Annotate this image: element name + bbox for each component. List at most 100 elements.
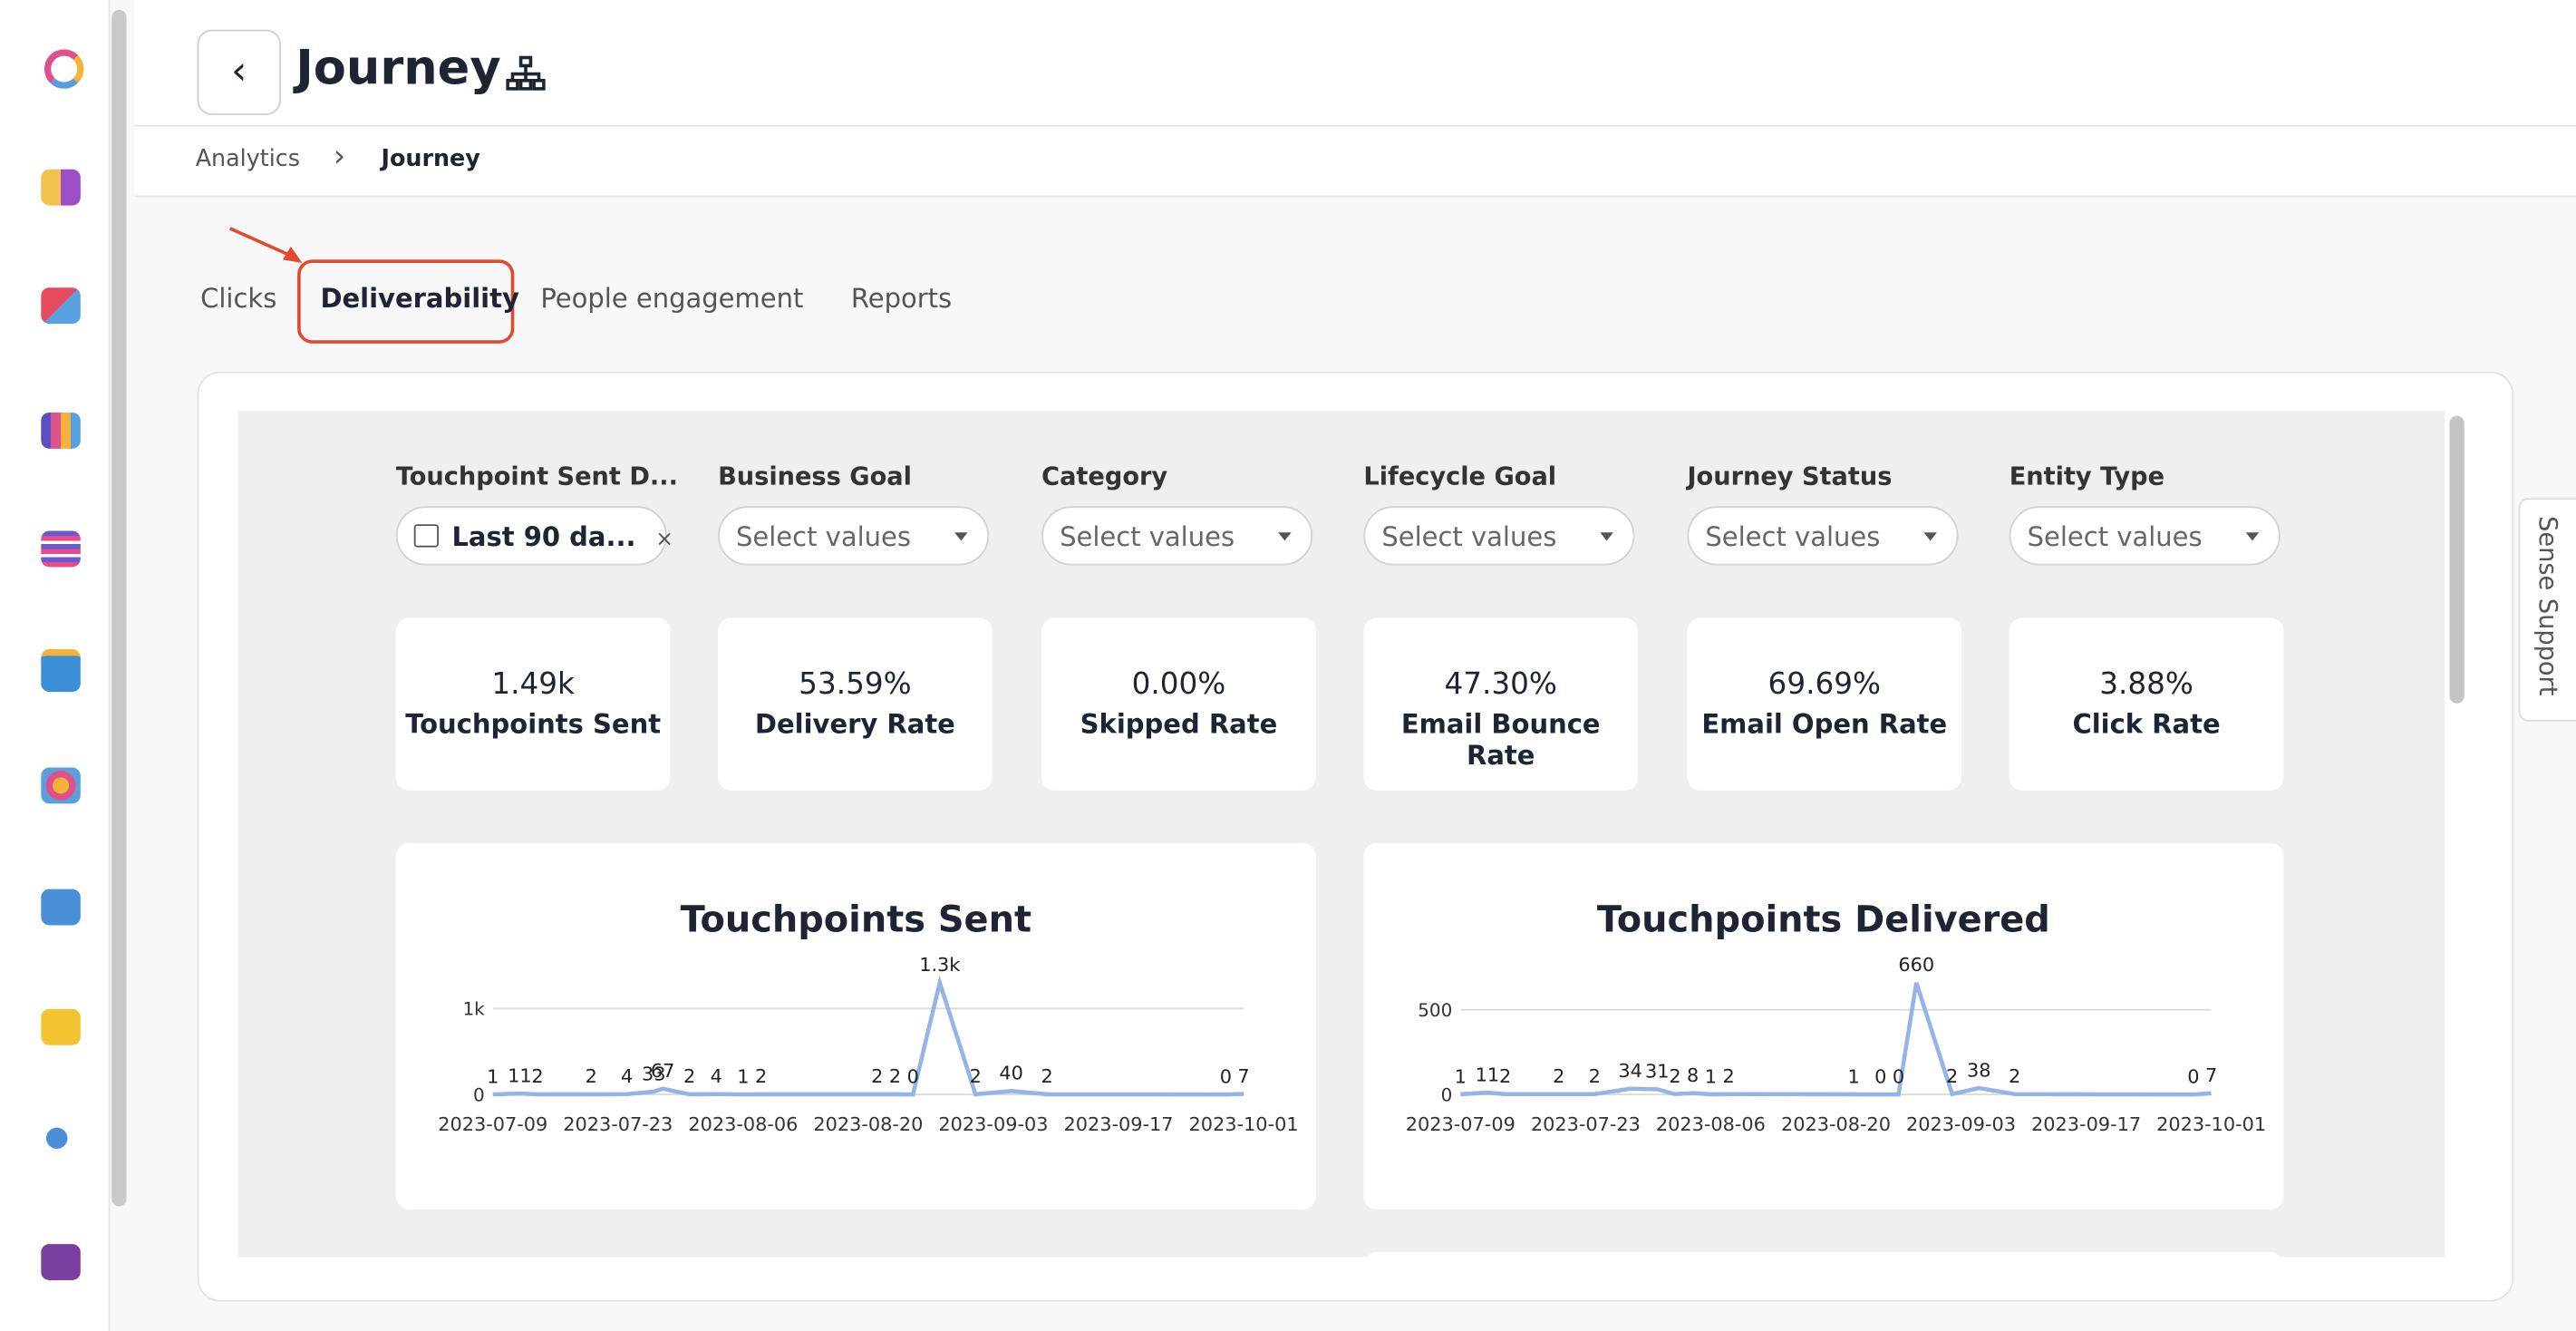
filter-placeholder: Select values: [1381, 520, 1557, 552]
nav-analytics[interactable]: [41, 412, 81, 449]
data-label: 660: [1898, 954, 1934, 976]
nav-dashboard[interactable]: [41, 169, 81, 206]
filter-label: Category: [1041, 461, 1168, 491]
x-tick-label: 2023-08-20: [1781, 1113, 1891, 1135]
clear-icon[interactable]: ×: [655, 527, 674, 552]
tab[interactable]: Clicks: [200, 282, 277, 315]
filter-placeholder: Select values: [1705, 520, 1881, 552]
dropdown-caret: [1278, 532, 1292, 547]
x-tick-label: 2023-09-17: [1063, 1113, 1173, 1135]
kpi-card: 3.88% Click Rate: [2009, 617, 2284, 791]
filter-label: Business Goal: [718, 461, 912, 491]
chart-title: Touchpoints Sent: [681, 899, 1031, 941]
breadcrumb-link[interactable]: Analytics: [195, 146, 300, 173]
filter-select[interactable]: Select values: [718, 506, 990, 566]
data-label: 2: [1499, 1065, 1511, 1087]
kpi-value: 3.88%: [2099, 666, 2193, 702]
nav-users[interactable]: [41, 1127, 81, 1164]
tab[interactable]: People engagement: [540, 282, 804, 315]
data-label: 2: [1589, 1065, 1601, 1087]
chart: Touchpoints Sent 0 1k 2023-07-09 2023-07-23 2…: [438, 899, 1298, 1135]
filter-select[interactable]: Select values: [1041, 506, 1313, 566]
filter-select[interactable]: Select values: [1687, 506, 1959, 566]
data-label: 4: [621, 1065, 633, 1087]
series-line: [492, 975, 1244, 1097]
data-label: 11: [508, 1064, 532, 1086]
filter-label: Touchpoint Sent D...: [395, 461, 678, 491]
nav-journeys[interactable]: [41, 287, 81, 325]
page-title: Journey: [295, 39, 501, 96]
data-label: 2: [889, 1065, 901, 1087]
x-tick-label: 2023-09-03: [1906, 1113, 2016, 1135]
y-tick-label: 500: [1418, 1000, 1452, 1021]
data-label: 0: [2187, 1065, 2199, 1087]
data-label: 2: [1946, 1065, 1958, 1087]
kpi-value: 69.69%: [1767, 666, 1881, 702]
data-label: 1: [737, 1065, 749, 1087]
data-label: 2: [1723, 1065, 1735, 1087]
kpi-card: 47.30% Email Bounce Rate: [1363, 617, 1639, 791]
data-label: 34: [1618, 1060, 1642, 1082]
chart: Touchpoints Delivered 0 500 2023-07-09 2023-…: [1406, 899, 2266, 1135]
tab[interactable]: Deliverability: [320, 282, 519, 315]
logo[interactable]: [44, 49, 84, 89]
annotation-arrow: [229, 227, 303, 263]
filter-select[interactable]: Select values: [2009, 506, 2281, 566]
support-tab[interactable]: Sense Support: [2518, 498, 2576, 722]
filter-placeholder: Select values: [2027, 520, 2203, 552]
kpi-label: Skipped Rate: [1080, 708, 1278, 740]
nav-bot[interactable]: [41, 889, 81, 926]
series-line: [1460, 982, 2212, 1097]
x-tick-label: 2023-08-06: [688, 1113, 798, 1135]
nav-people[interactable]: [41, 767, 81, 804]
x-tick-label: 2023-08-20: [813, 1113, 923, 1135]
breadcrumb-separator: ›: [333, 140, 345, 175]
kpi-value: 47.30%: [1444, 666, 1557, 702]
x-tick-label: 2023-07-09: [1406, 1113, 1516, 1135]
filter-select[interactable]: Last 90 da... ×: [395, 506, 673, 566]
kpi-card: 69.69% Email Open Rate: [1687, 617, 1962, 791]
dropdown-caret: [1923, 532, 1937, 547]
nav-apps[interactable]: [41, 1244, 81, 1280]
kpi-value: 1.49k: [491, 666, 575, 702]
nav-messages[interactable]: [41, 1008, 81, 1045]
header: ‹ Journey: [134, 0, 2576, 127]
filter-label: Entity Type: [2009, 461, 2165, 491]
data-label: 0: [907, 1065, 919, 1087]
data-label: 2: [586, 1065, 597, 1087]
y-tick-label: 1k: [462, 999, 485, 1020]
kpi-label: Delivery Rate: [754, 708, 955, 740]
kpi-card: 0.00% Skipped Rate: [1041, 617, 1316, 791]
kpi-label: Email Open Rate: [1701, 708, 1948, 740]
data-label: 4: [711, 1065, 722, 1087]
filter-label: Lifecycle Goal: [1363, 461, 1557, 491]
filter-select[interactable]: Select values: [1363, 506, 1635, 566]
tab[interactable]: Reports: [850, 282, 953, 315]
x-tick-label: 2023-08-06: [1656, 1113, 1766, 1135]
filter-value: Last 90 da...: [451, 520, 636, 552]
nav-calendar[interactable]: [41, 648, 81, 693]
data-label: 11: [1476, 1064, 1500, 1085]
kpi-label: Email Bounce Rate: [1400, 708, 1601, 772]
data-label: 0: [1893, 1065, 1904, 1087]
sidebar: [0, 0, 111, 1331]
back-button[interactable]: ‹: [197, 29, 281, 115]
chart-card: [1363, 1252, 2284, 1258]
kpi-value: 53.59%: [799, 666, 912, 702]
data-label: 2: [683, 1065, 695, 1087]
x-tick-label: 2023-09-17: [2031, 1113, 2141, 1135]
kpi-card: 53.59% Delivery Rate: [718, 617, 993, 791]
dropdown-caret: [1600, 532, 1613, 547]
data-label: 1: [1455, 1065, 1467, 1087]
data-label: 8: [1687, 1064, 1699, 1086]
scrollbar[interactable]: [111, 9, 127, 1207]
data-label: 67: [651, 1060, 675, 1082]
data-label: 1: [1848, 1065, 1860, 1087]
chart-card: Touchpoints Sent 0 1k 2023-07-09 2023-07-23 2…: [395, 842, 1316, 1210]
data-label: 7: [1237, 1065, 1249, 1087]
y-tick-label: 0: [1441, 1084, 1453, 1105]
data-label: 0: [1220, 1065, 1232, 1087]
panel-scrollbar[interactable]: [2449, 415, 2465, 704]
support-label: Sense Support: [2532, 516, 2563, 696]
nav-lists[interactable]: [41, 530, 81, 568]
